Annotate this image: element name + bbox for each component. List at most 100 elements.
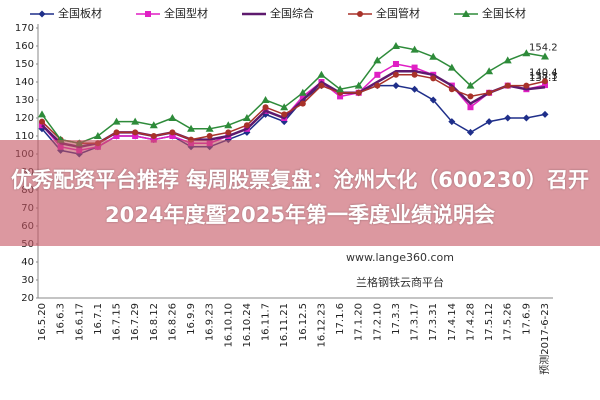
marker [523, 82, 530, 89]
marker [299, 100, 306, 107]
marker [205, 124, 214, 132]
marker [392, 61, 399, 67]
marker [429, 96, 437, 104]
marker [38, 10, 46, 18]
legend-label: 全国综合 [270, 6, 314, 20]
y-tick-label: 130 [15, 95, 34, 106]
x-tick-label: 16.11.21 [279, 303, 290, 348]
marker [317, 70, 326, 78]
data-label: 140.4 [529, 67, 558, 78]
marker [112, 117, 121, 125]
watermark: 兰格钢铁云商平台 [356, 275, 444, 289]
marker [430, 75, 437, 82]
marker [225, 129, 232, 136]
marker [522, 114, 530, 122]
legend-label: 全国型材 [164, 6, 208, 20]
series-line [41, 74, 546, 144]
marker [281, 111, 288, 118]
x-tick-label: 17.5.12 [484, 303, 495, 341]
marker [411, 64, 418, 71]
marker [299, 93, 306, 100]
marker [169, 133, 176, 139]
marker [224, 121, 233, 129]
marker [206, 133, 213, 139]
marker [145, 11, 151, 17]
marker [280, 103, 289, 111]
marker [150, 136, 157, 143]
marker [411, 85, 419, 93]
marker [462, 10, 470, 17]
marker [150, 133, 157, 139]
marker [373, 56, 382, 64]
y-tick-label: 140 [15, 77, 34, 88]
marker [298, 88, 307, 96]
marker [132, 133, 139, 139]
y-tick-label: 170 [15, 23, 34, 34]
marker [541, 52, 549, 60]
x-tick-label: 17.4.14 [447, 303, 458, 341]
data-label: 138.3 [529, 71, 558, 82]
x-tick-label: 16.6.17 [74, 303, 85, 341]
marker [466, 128, 474, 136]
marker [542, 78, 548, 85]
marker [242, 114, 251, 121]
banner-text: 优秀配资平台推荐 每周股票复盘：沧州大化（600230）召开2024年度暨202… [11, 168, 589, 227]
marker [411, 71, 418, 78]
y-tick-label: 20 [21, 293, 34, 304]
marker [503, 56, 512, 64]
marker [261, 96, 270, 103]
marker [541, 110, 549, 118]
marker [447, 63, 456, 71]
x-tick-label: 16.8.26 [167, 303, 178, 341]
x-tick-label: 16.5.20 [37, 303, 48, 341]
marker [187, 124, 196, 132]
x-tick-label: 16.7.1 [93, 303, 104, 335]
y-tick-label: 110 [15, 131, 34, 142]
marker [169, 129, 176, 136]
banner-band [0, 140, 600, 246]
y-tick-label: 30 [21, 275, 34, 286]
marker [374, 82, 381, 89]
marker [504, 114, 512, 122]
marker [336, 85, 345, 93]
x-tick-label: 16.9.23 [205, 303, 216, 341]
marker [113, 129, 120, 136]
marker [466, 81, 475, 89]
series-line [41, 45, 546, 144]
x-tick-label: 17.1.20 [354, 303, 365, 341]
series-line [41, 63, 546, 152]
marker [357, 11, 363, 17]
x-tick-label: 16.11.7 [261, 303, 272, 341]
marker [410, 45, 419, 53]
legend-label: 全国管材 [376, 6, 420, 20]
marker [486, 89, 493, 96]
x-tick-label: 16.7.15 [112, 303, 123, 341]
data-label: 154.2 [529, 42, 558, 53]
marker [448, 118, 456, 126]
marker [391, 42, 400, 49]
y-tick-label: 160 [15, 41, 34, 52]
marker [355, 89, 362, 96]
marker [243, 122, 250, 129]
marker [354, 81, 363, 89]
x-tick-label: 17.4.28 [465, 303, 476, 341]
marker [149, 121, 158, 129]
marker [522, 49, 531, 57]
x-tick-label: 16.10.24 [242, 303, 253, 348]
marker [337, 93, 344, 100]
x-tick-label: 17.5.26 [503, 303, 514, 341]
marker [504, 82, 511, 89]
marker [113, 133, 120, 139]
marker [374, 71, 381, 78]
marker [448, 86, 455, 93]
marker [485, 67, 494, 75]
y-tick-label: 150 [15, 59, 34, 70]
marker [38, 110, 46, 118]
marker [485, 118, 493, 126]
marker [39, 118, 45, 125]
data-label: 137.1 [529, 73, 558, 84]
x-tick-label: 17.3.17 [410, 303, 421, 341]
marker [467, 93, 474, 100]
